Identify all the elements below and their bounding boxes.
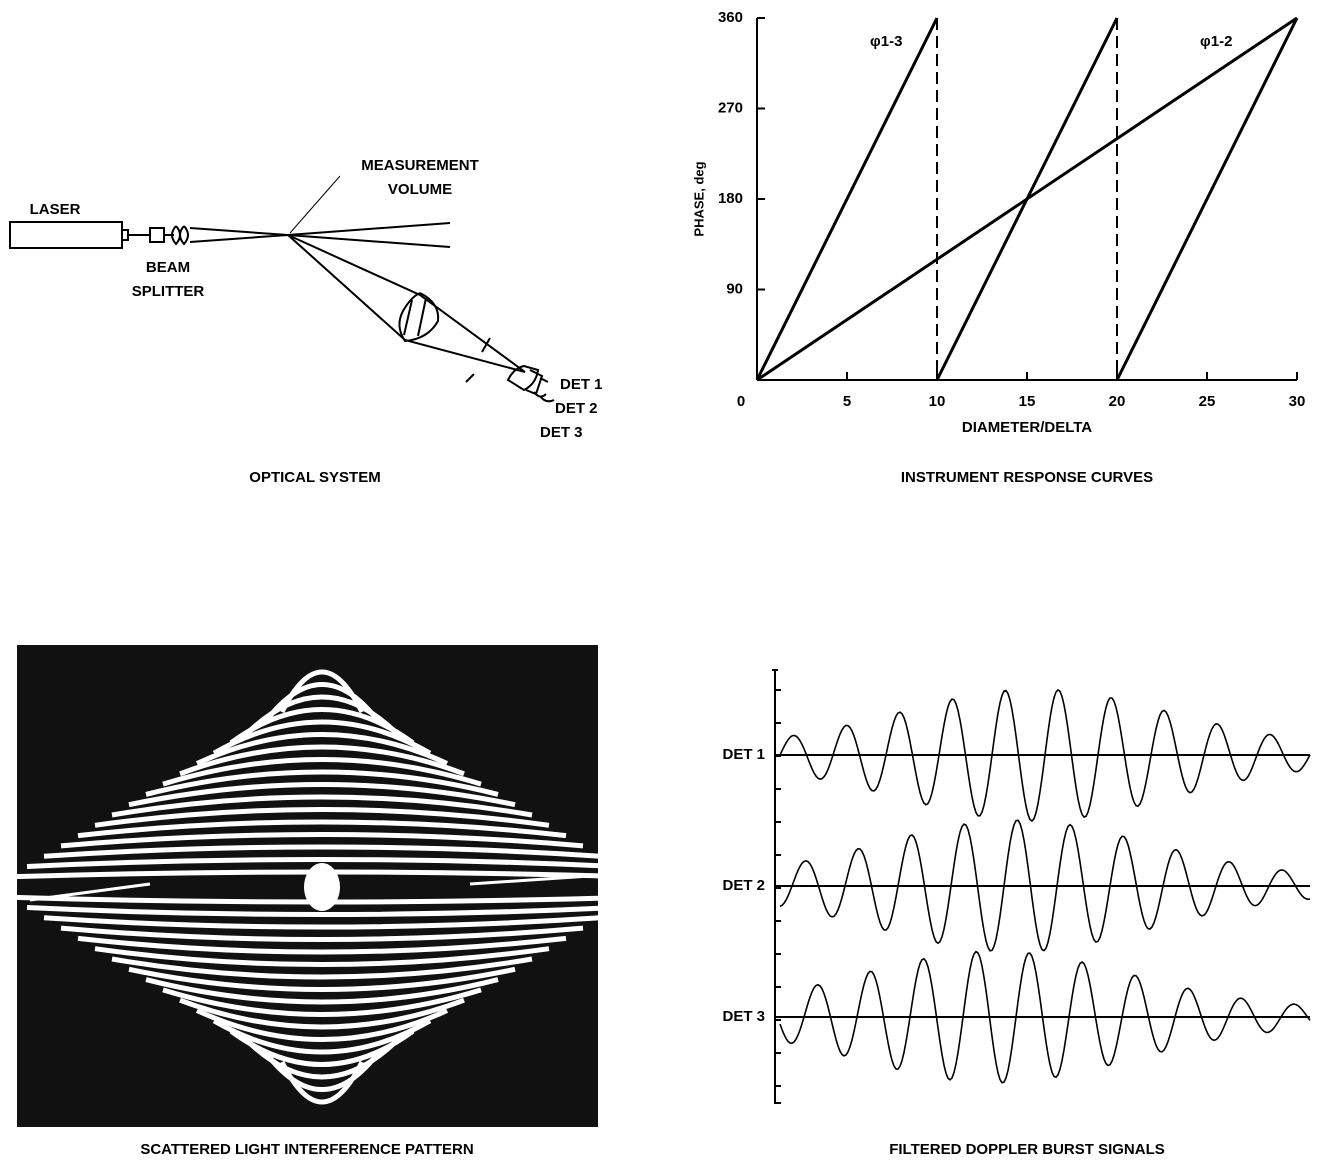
x-tick-label: 25 bbox=[1199, 393, 1216, 410]
caption: OPTICAL SYSTEM bbox=[249, 469, 380, 486]
label: BEAM bbox=[146, 259, 190, 276]
det-label: DET 1 bbox=[722, 746, 765, 763]
beams bbox=[190, 223, 450, 247]
y-tick-label: 180 bbox=[718, 190, 743, 207]
label: SPLITTER bbox=[132, 283, 205, 300]
detector-head bbox=[508, 366, 554, 401]
series-line bbox=[757, 18, 937, 380]
beam-splitter bbox=[122, 226, 188, 244]
x-tick-label: 5 bbox=[843, 393, 851, 410]
series-line bbox=[757, 18, 1297, 380]
response-chart: 0 5 10 15 20 25 30 90 180 270 360 DIAMETER/DELTA PHA… bbox=[691, 9, 1305, 486]
scattered-beams bbox=[288, 235, 525, 372]
x-tick-label: 30 bbox=[1289, 393, 1306, 410]
y-tick-label: 360 bbox=[718, 9, 743, 26]
series-label: φ1-2 bbox=[1200, 33, 1232, 50]
label: MEASUREMENT bbox=[361, 157, 479, 174]
doppler-signals: FILTERED DOPPLER BURST SIGNALS DET 1 DET … bbox=[722, 670, 1310, 1158]
label: DET 2 bbox=[555, 400, 598, 417]
waveform bbox=[780, 690, 1310, 821]
label: VOLUME bbox=[388, 181, 452, 198]
series-label: φ1-3 bbox=[870, 33, 902, 50]
series-line bbox=[1117, 18, 1297, 380]
caption: FILTERED DOPPLER BURST SIGNALS bbox=[889, 1141, 1165, 1158]
det-label: DET 2 bbox=[722, 877, 765, 894]
y-axis-label: PHASE, deg bbox=[691, 161, 706, 236]
label: DET 3 bbox=[540, 424, 583, 441]
y-tick-label: 90 bbox=[726, 280, 743, 297]
x-tick-label: 15 bbox=[1019, 393, 1036, 410]
det-label: DET 3 bbox=[722, 1008, 765, 1025]
optical-diagram: LASER BEAM SPLITTER MEASUREMENT VOLUME D… bbox=[10, 157, 603, 486]
x-tick-label: 10 bbox=[929, 393, 946, 410]
center-spot bbox=[304, 863, 340, 911]
caption: SCATTERED LIGHT INTERFERENCE PATTERN bbox=[140, 1141, 473, 1158]
laser-body bbox=[10, 222, 122, 248]
label: DET 1 bbox=[560, 376, 603, 393]
chart-caption: INSTRUMENT RESPONSE CURVES bbox=[901, 469, 1153, 486]
x-tick-label: 0 bbox=[737, 393, 745, 410]
leader-line bbox=[290, 176, 340, 233]
interference-pattern: SCATTERED LIGHT INTERFERENCE PATTERN bbox=[10, 645, 634, 1158]
x-tick-label: 20 bbox=[1109, 393, 1126, 410]
y-tick-label: 270 bbox=[718, 99, 743, 116]
figure: LASER BEAM SPLITTER MEASUREMENT VOLUME D… bbox=[0, 0, 1324, 1167]
label: LASER bbox=[30, 201, 81, 218]
lens bbox=[399, 293, 438, 341]
x-axis-label: DIAMETER/DELTA bbox=[962, 419, 1092, 436]
